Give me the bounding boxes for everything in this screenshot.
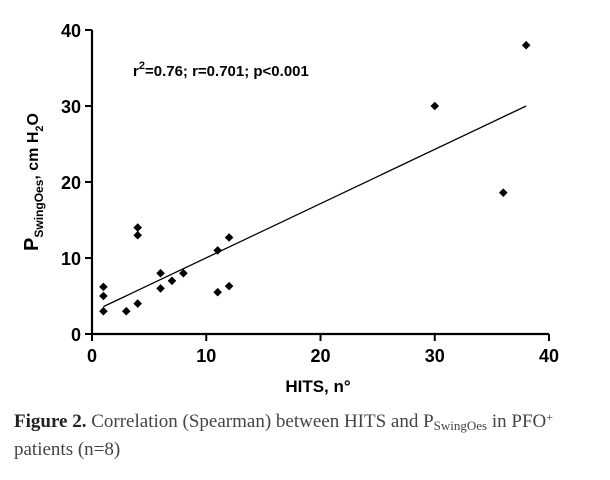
data-point bbox=[224, 233, 234, 242]
y-tick-label: 30 bbox=[61, 97, 81, 117]
caption-subscript: SwingOes bbox=[433, 418, 488, 433]
regression-line bbox=[103, 105, 527, 308]
data-point bbox=[133, 230, 142, 240]
data-point bbox=[213, 287, 222, 297]
scatter-chart: 0 10 20 30 40 0 10 20 30 40 r2=0.76; r=0.701; p<0… bbox=[21, 21, 559, 396]
regression-line-group bbox=[103, 105, 527, 308]
data-point bbox=[156, 284, 165, 293]
correlation-annotation: r2=0.76; r=0.701; p<0.001 bbox=[133, 60, 309, 80]
data-point bbox=[99, 282, 108, 292]
data-point bbox=[430, 101, 440, 111]
data-point bbox=[499, 188, 508, 197]
data-point bbox=[224, 281, 234, 291]
data-point bbox=[133, 223, 142, 232]
data-point bbox=[167, 276, 177, 286]
x-tick-label: 30 bbox=[425, 346, 445, 366]
data-points bbox=[99, 40, 531, 316]
y-tick-label: 10 bbox=[61, 249, 81, 269]
data-point bbox=[133, 299, 142, 308]
data-point bbox=[156, 268, 165, 278]
x-axis-title: HITS, n° bbox=[285, 377, 351, 396]
data-point bbox=[99, 291, 108, 301]
y-tick-label: 0 bbox=[71, 325, 81, 345]
y-axis-title: PSwingOes, cm H2O bbox=[21, 113, 46, 251]
axes: 0 10 20 30 40 0 10 20 30 40 bbox=[61, 21, 559, 366]
x-tick-label: 10 bbox=[196, 346, 216, 366]
data-point bbox=[99, 306, 108, 316]
data-point bbox=[521, 40, 531, 50]
data-point bbox=[213, 246, 222, 255]
y-tick-label: 20 bbox=[61, 173, 81, 193]
x-tick-label: 40 bbox=[539, 346, 559, 366]
caption-text-after: patients (n=8) bbox=[14, 439, 121, 460]
caption-superscript: + bbox=[546, 410, 554, 424]
figure-caption: Figure 2. Correlation (Spearman) between… bbox=[14, 408, 599, 464]
data-point bbox=[179, 268, 188, 278]
data-point bbox=[121, 306, 131, 316]
caption-label: Figure 2. bbox=[14, 411, 87, 432]
caption-text-middle: in PFO bbox=[487, 411, 547, 432]
y-tick-label: 40 bbox=[61, 21, 81, 41]
x-tick-label: 0 bbox=[87, 346, 97, 366]
x-tick-label: 20 bbox=[310, 346, 330, 366]
caption-text-before: Correlation (Spearman) between HITS and … bbox=[86, 411, 434, 432]
